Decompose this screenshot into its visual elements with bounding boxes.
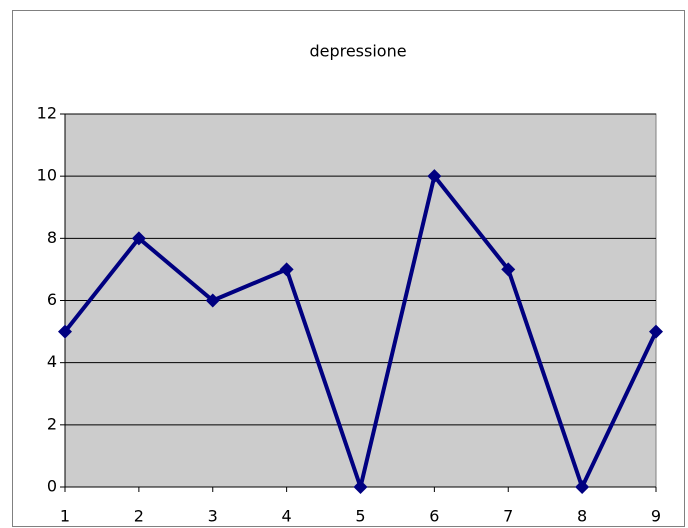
y-tick-label: 0 (47, 477, 57, 496)
x-tick-label: 9 (651, 507, 661, 526)
data-point (58, 324, 72, 339)
x-tick-label: 6 (429, 507, 439, 526)
x-tick-label: 4 (282, 507, 292, 526)
data-point (279, 262, 294, 277)
chart-title: depressione (309, 42, 406, 61)
data-point (501, 262, 516, 277)
data-point (353, 480, 368, 494)
x-tick-label: 1 (60, 507, 70, 526)
y-tick-label: 10 (37, 166, 57, 185)
data-point (649, 324, 663, 339)
data-point (131, 231, 146, 246)
x-tick-label: 3 (208, 507, 218, 526)
x-tick-label: 8 (577, 507, 587, 526)
data-point (575, 480, 590, 494)
x-tick-label: 2 (134, 507, 144, 526)
data-point (427, 169, 442, 184)
y-tick-label: 2 (47, 414, 57, 433)
y-tick-label: 4 (47, 352, 57, 371)
y-tick-label: 8 (47, 228, 57, 247)
y-tick-label: 6 (47, 290, 57, 309)
data-point (205, 293, 220, 308)
x-tick-label: 7 (503, 507, 513, 526)
y-tick-label: 12 (37, 104, 57, 123)
x-tick-label: 5 (355, 507, 365, 526)
